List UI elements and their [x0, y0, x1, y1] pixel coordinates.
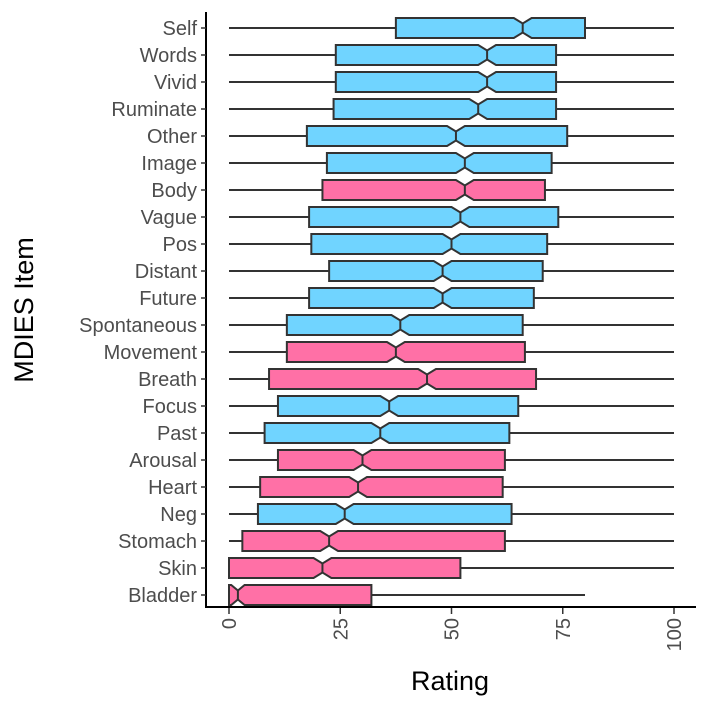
box-body-past	[263, 422, 511, 444]
box-body-pos	[310, 233, 549, 255]
plot-area	[228, 17, 674, 606]
box-body-body	[321, 179, 546, 201]
box-other	[229, 125, 674, 147]
x-axis-title: Rating	[411, 666, 489, 696]
box-arousal	[229, 449, 674, 471]
y-tick-label-movement: Movement	[104, 342, 198, 364]
box-body-distant	[328, 260, 544, 282]
box-self	[229, 17, 674, 39]
box-body-future	[308, 287, 535, 309]
y-tick-label-past: Past	[157, 423, 197, 445]
x-tick-label-0: 0	[219, 618, 241, 629]
box-body-vague	[308, 206, 560, 228]
y-tick-label-bladder: Bladder	[128, 585, 197, 607]
y-tick-label-ruminate: Ruminate	[111, 99, 197, 121]
box-body-other	[305, 125, 569, 147]
y-tick-label-vague: Vague	[141, 207, 197, 229]
y-tick-label-pos: Pos	[163, 234, 197, 256]
x-tick-label-25: 25	[330, 618, 352, 640]
box-words	[229, 44, 674, 66]
box-body-focus	[276, 395, 520, 417]
y-tick-label-image: Image	[141, 153, 197, 175]
box-body-spontaneous	[285, 314, 524, 336]
box-vague	[229, 206, 674, 228]
y-tick-label-words: Words	[140, 45, 197, 67]
y-tick-label-heart: Heart	[148, 477, 197, 499]
y-tick-label-distant: Distant	[135, 261, 198, 283]
box-stomach	[229, 530, 674, 552]
box-image	[229, 152, 674, 174]
box-spontaneous	[229, 314, 674, 336]
box-body-heart	[259, 476, 504, 498]
box-distant	[229, 260, 674, 282]
box-body-stomach	[241, 530, 506, 552]
y-tick-label-neg: Neg	[160, 504, 197, 526]
box-movement	[229, 341, 674, 363]
x-tick-label-75: 75	[553, 618, 575, 640]
box-heart	[229, 476, 674, 498]
box-body-image	[325, 152, 553, 174]
box-neg	[229, 503, 674, 525]
box-body-self	[394, 17, 586, 39]
y-tick-label-focus: Focus	[143, 396, 197, 418]
box-body	[229, 179, 674, 201]
x-tick-label-50: 50	[442, 618, 464, 640]
x-tick-label-100: 100	[664, 618, 686, 651]
y-tick-label-spontaneous: Spontaneous	[79, 315, 197, 337]
box-past	[229, 422, 674, 444]
box-skin	[228, 557, 674, 579]
y-tick-label-breath: Breath	[138, 369, 197, 391]
y-tick-label-arousal: Arousal	[129, 450, 197, 472]
box-pos	[229, 233, 674, 255]
box-ruminate	[229, 98, 674, 120]
y-tick-label-stomach: Stomach	[118, 531, 197, 553]
box-body-words	[334, 44, 558, 66]
box-body-breath	[268, 368, 538, 390]
box-body-vivid	[334, 71, 558, 93]
box-body-arousal	[276, 449, 506, 471]
box-body-ruminate	[332, 98, 558, 120]
y-tick-label-body: Body	[151, 180, 197, 202]
box-breath	[229, 368, 674, 390]
y-tick-label-self: Self	[163, 18, 198, 40]
y-tick-label-other: Other	[147, 126, 197, 148]
box-body-neg	[256, 503, 513, 525]
box-focus	[229, 395, 674, 417]
y-tick-label-future: Future	[139, 288, 197, 310]
box-future	[229, 287, 674, 309]
box-body-movement	[285, 341, 526, 363]
box-vivid	[229, 71, 674, 93]
x-axis-ticks: 0 25 50 75 100	[219, 608, 686, 651]
box-bladder	[228, 584, 585, 606]
box-body-bladder	[228, 584, 373, 606]
box-body-skin	[228, 557, 462, 579]
y-tick-label-skin: Skin	[158, 558, 197, 580]
y-axis-title: MDIES Item	[9, 237, 39, 383]
y-tick-label-vivid: Vivid	[154, 72, 197, 94]
y-axis-ticks: Self Words Vivid Ruminate Other Image Body Vagu…	[79, 18, 206, 607]
